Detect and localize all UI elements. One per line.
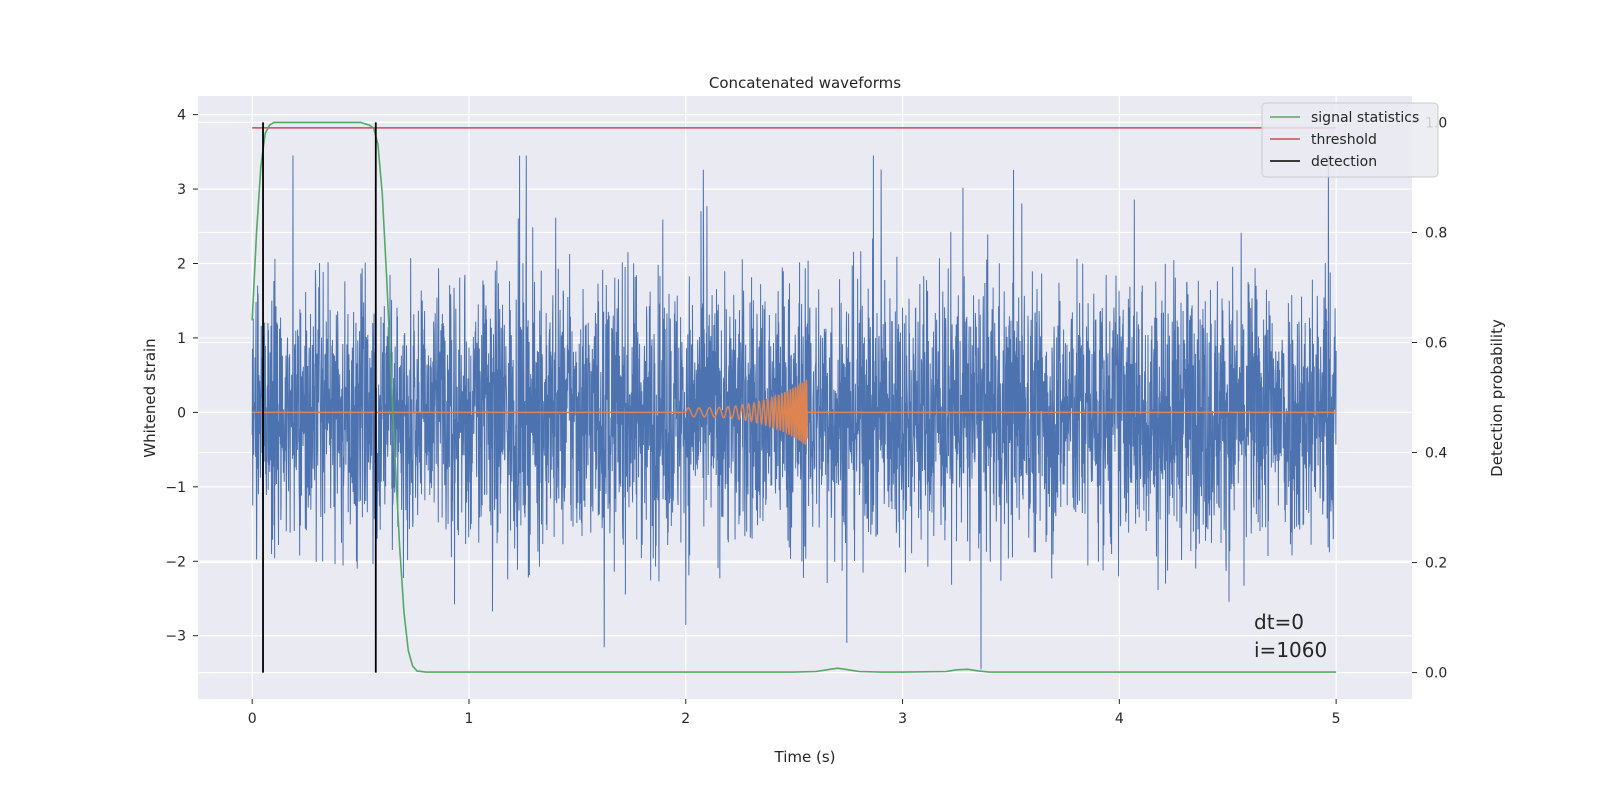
y-axis-label: Whitened strain: [141, 338, 159, 457]
legend-box: [1261, 102, 1439, 178]
y-tick-label: 2: [177, 257, 186, 273]
x-tick-label: 0: [248, 711, 257, 727]
legend-label-detection: detection: [1311, 154, 1377, 170]
y2-tick-label: 0.6: [1425, 335, 1447, 351]
legend-label-threshold: threshold: [1311, 132, 1377, 148]
x-axis-label: Time (s): [774, 748, 836, 766]
injected-signal-line: [252, 379, 1337, 445]
y2-tick-label: 0.0: [1425, 666, 1447, 682]
x-tick-label: 1: [465, 711, 474, 727]
annotation-dt: dt=0: [1254, 610, 1304, 634]
y-tick-label: −2: [165, 554, 186, 570]
x-tick-label: 4: [1115, 711, 1124, 727]
legend-label-signal-statistics: signal statistics: [1311, 110, 1419, 126]
legend: signal statistics threshold detection: [1261, 102, 1439, 178]
annotation-index: i=1060: [1254, 638, 1327, 662]
right-axis-series: [251, 121, 1337, 673]
y-tick-label: 4: [177, 108, 186, 124]
y-tick-label: 1: [177, 331, 186, 347]
y-tick-label: 3: [177, 182, 186, 198]
chart-title: Concatenated waveforms: [709, 74, 901, 92]
y-tick-label: −1: [165, 480, 186, 496]
y2-tick-label: 0.2: [1425, 556, 1447, 572]
x-tick-label: 5: [1332, 711, 1341, 727]
signal-statistics-line: [251, 121, 1337, 673]
y2-tick-label: 0.4: [1425, 446, 1447, 462]
x-tick-label: 3: [898, 711, 907, 727]
injected-signal-series: [252, 379, 1337, 445]
y-tick-label: 0: [177, 405, 186, 421]
x-tick-label: 2: [681, 711, 690, 727]
y-tick-label: −3: [165, 629, 186, 645]
y2-axis-label: Detection probability: [1488, 319, 1506, 477]
y2-tick-label: 0.8: [1425, 225, 1447, 241]
